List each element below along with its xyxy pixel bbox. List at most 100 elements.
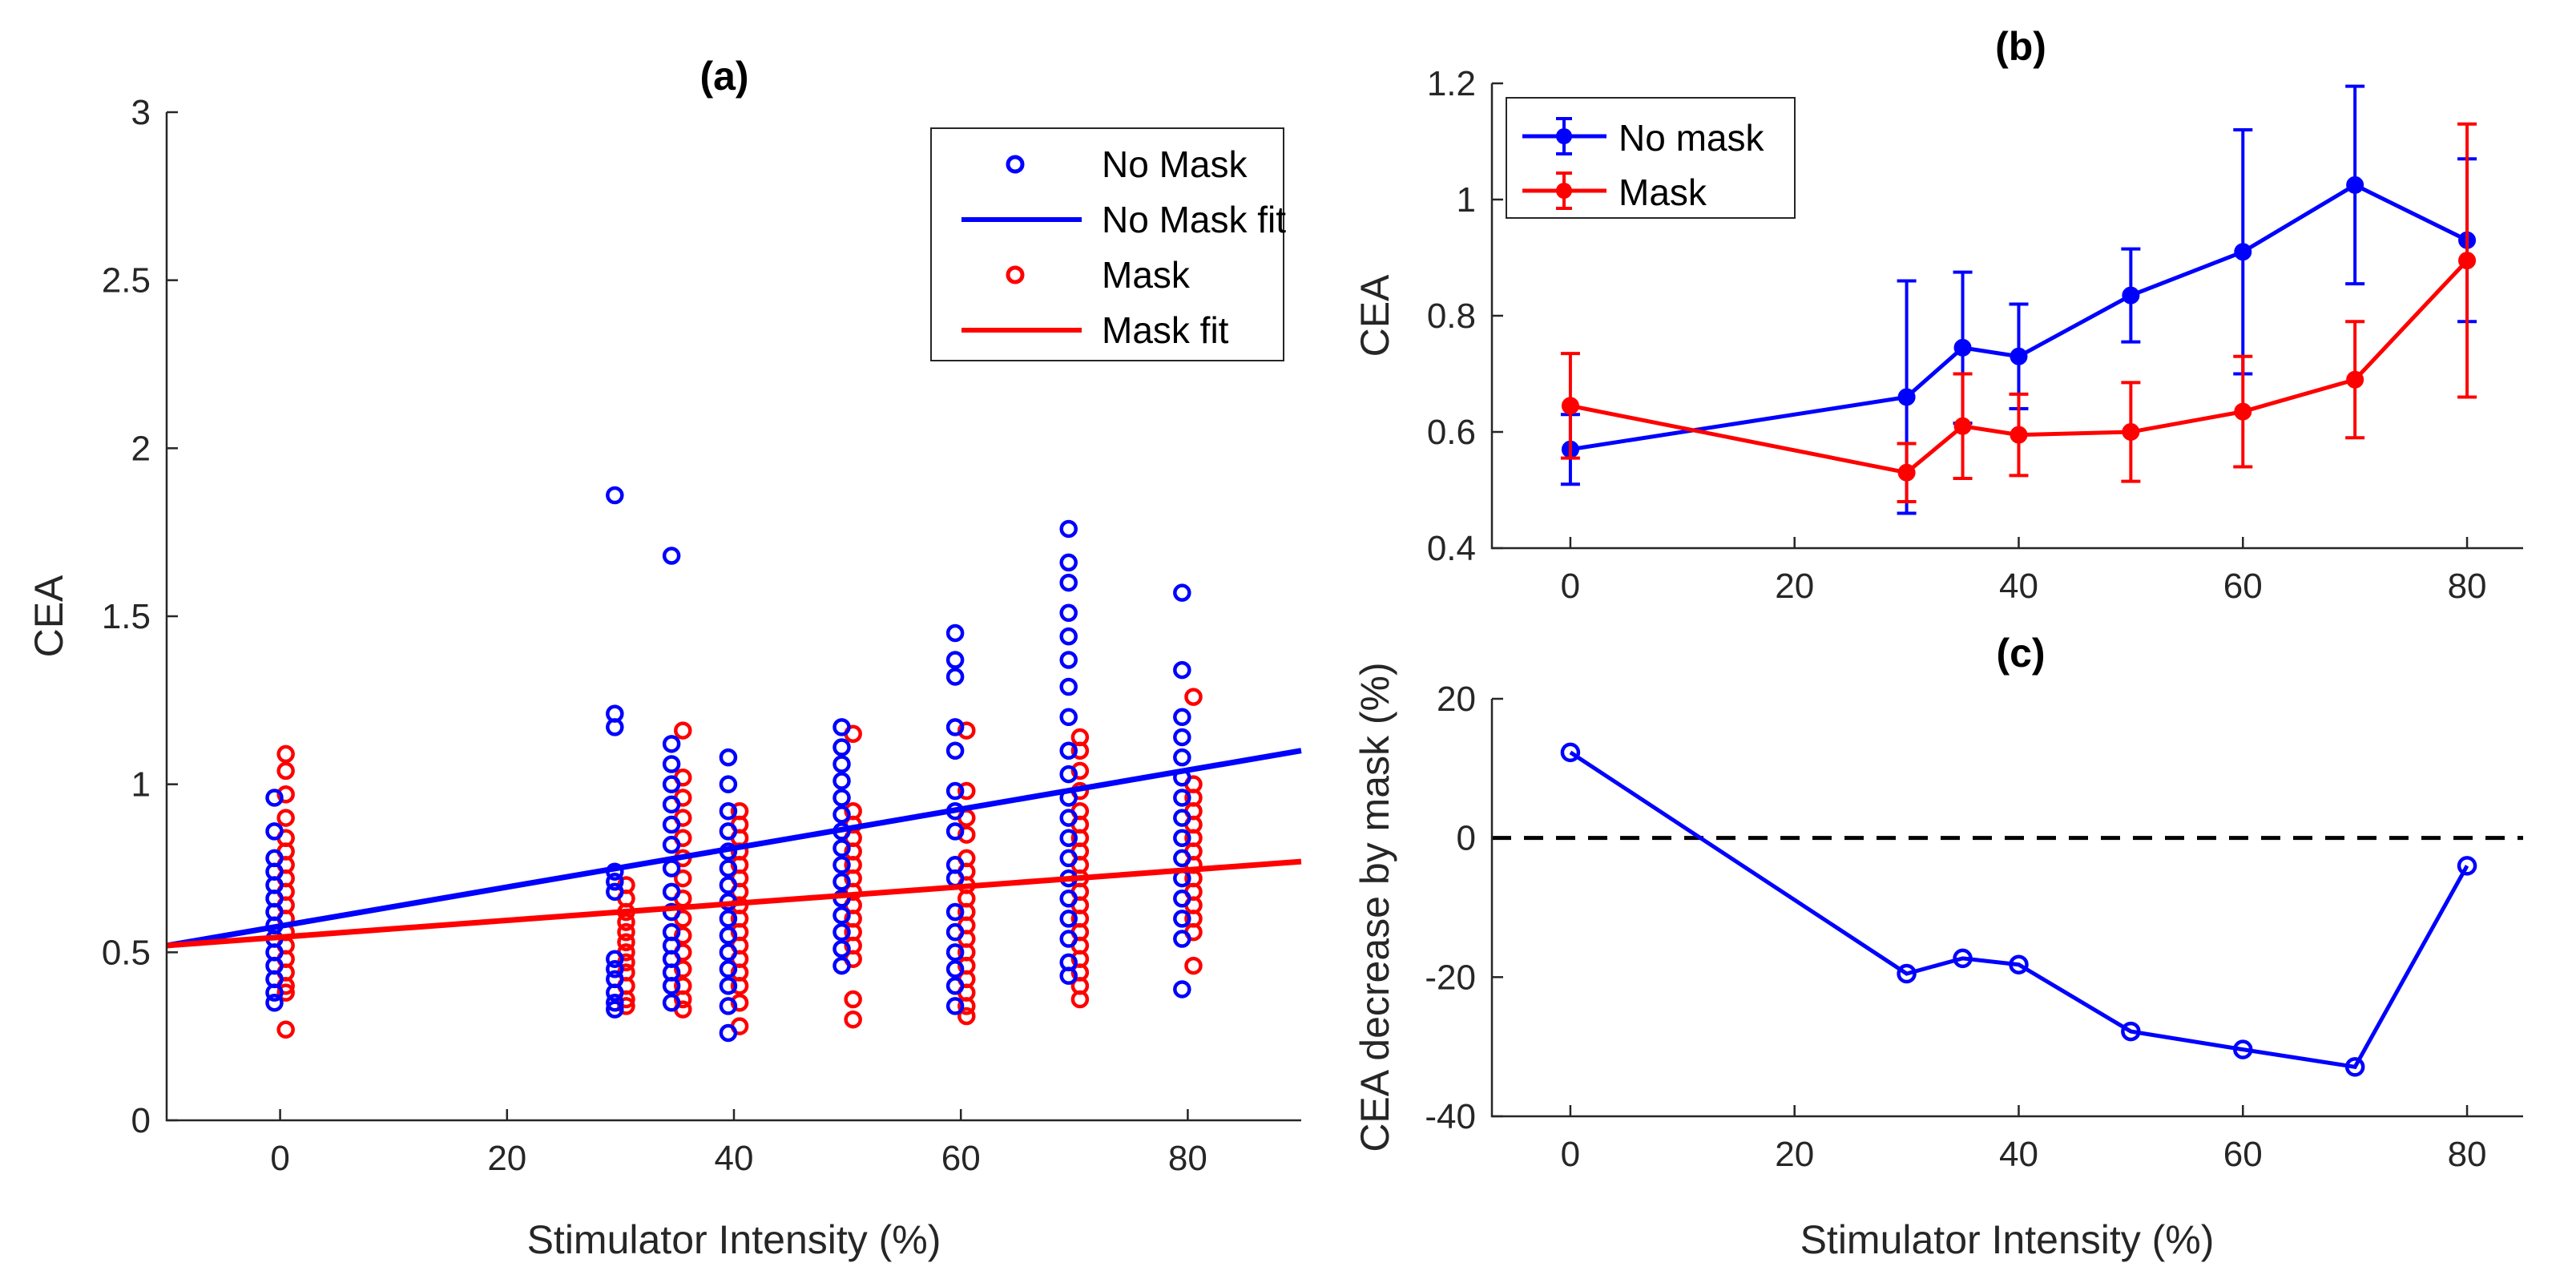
panel-b-ytick-label: 0.6 — [1427, 413, 1476, 452]
no-mask-data-point — [606, 950, 624, 968]
panel-b-mask-point — [2234, 402, 2252, 421]
panel-a-ytick-label: 2 — [131, 429, 151, 468]
panel-c-xtick-label: 40 — [1999, 1135, 2038, 1174]
panel-a-ticks: 0 20 40 60 80 0 0.5 1 1.5 2 2.5 3 — [102, 93, 1207, 1178]
mask-data-point — [1070, 990, 1090, 1009]
mask-data-point — [276, 761, 295, 781]
no-mask-data-point — [719, 997, 738, 1015]
mask-data-point — [617, 997, 635, 1015]
panel-c-point — [1897, 963, 1917, 984]
no-mask-data-point — [1173, 728, 1191, 747]
panel-c: (c) 0 20 40 60 80 -40 -20 0 20 Stimulator Intens… — [1353, 631, 2523, 1262]
no-mask-data-point — [1173, 789, 1191, 807]
panel-a-ytick-label: 2.5 — [102, 261, 151, 301]
no-mask-data-point — [719, 876, 738, 894]
no-mask-data-point — [1059, 966, 1078, 985]
panel-a-xtick-label: 40 — [715, 1139, 754, 1178]
no-mask-data-point — [662, 795, 681, 814]
mask-data-point — [957, 721, 976, 740]
no-mask-data-point — [606, 960, 624, 978]
panel-b-ytick-label: 1.2 — [1427, 64, 1476, 103]
mask-data-point — [617, 913, 635, 931]
panel-a-no-mask-fit-line — [166, 748, 1302, 949]
no-mask-data-point — [662, 882, 681, 902]
no-mask-data-point — [1059, 627, 1078, 646]
no-mask-data-point — [945, 822, 965, 841]
panel-a-mask-points — [276, 688, 1203, 1039]
panel-b-axes — [1490, 83, 2523, 550]
legend-b-mask-label: Mask — [1619, 171, 1707, 213]
panel-a-legend: No Mask No Mask fit Mask Mask fit — [930, 127, 1286, 361]
panel-b-ytick-label: 0.4 — [1427, 529, 1476, 568]
no-mask-data-point — [1059, 889, 1078, 908]
panel-b-title: (b) — [1995, 24, 2046, 69]
mask-data-point — [276, 809, 295, 827]
mask-data-point — [844, 1010, 862, 1029]
no-mask-data-point — [832, 873, 851, 891]
mask-data-point — [674, 869, 692, 888]
mask-data-point — [957, 781, 976, 801]
panel-c-point — [1560, 742, 1581, 763]
no-mask-data-point — [1173, 829, 1191, 848]
no-mask-data-point — [1173, 849, 1191, 868]
legend-no-mask-label: No Mask — [1102, 143, 1248, 185]
panel-b-no-mask-point — [2122, 286, 2140, 305]
no-mask-data-point — [719, 859, 738, 878]
no-mask-data-point — [832, 789, 851, 807]
no-mask-data-point — [1059, 651, 1078, 669]
mask-data-point — [276, 1020, 295, 1039]
no-mask-data-point — [832, 738, 851, 756]
mask-data-point — [730, 977, 749, 995]
no-mask-data-point — [1059, 677, 1078, 696]
no-mask-data-point — [1059, 809, 1078, 827]
no-mask-data-point — [265, 789, 284, 807]
no-mask-data-point — [1059, 708, 1078, 727]
panel-b-mask-point — [2346, 370, 2364, 389]
panel-a-xtick-label: 20 — [487, 1139, 526, 1178]
mask-data-point — [674, 721, 692, 740]
no-mask-data-point — [945, 623, 965, 643]
no-mask-data-point — [662, 735, 681, 753]
panel-a-title: (a) — [699, 54, 748, 99]
panel-c-point — [2009, 954, 2029, 974]
no-mask-data-point — [1173, 660, 1191, 680]
no-mask-data-point — [945, 718, 965, 736]
panel-b-mask-line — [1570, 259, 2469, 475]
no-mask-data-point — [719, 822, 738, 841]
mask-data-point — [1184, 956, 1203, 975]
no-mask-data-point — [606, 983, 624, 1002]
panel-b-mask-point — [1953, 417, 1972, 435]
panel-c-line — [1569, 750, 2469, 1070]
no-mask-data-point — [1059, 573, 1078, 592]
panel-b-no-mask-point — [1897, 388, 1916, 406]
no-mask-data-point — [945, 668, 965, 686]
no-mask-data-point — [265, 993, 284, 1012]
panel-b-xtick-label: 0 — [1561, 567, 1580, 606]
no-mask-data-point — [832, 922, 851, 942]
mask-data-point — [957, 997, 976, 1015]
panel-b-mask-point — [1897, 463, 1916, 482]
no-mask-data-point — [606, 993, 624, 1012]
mask-data-point — [1184, 688, 1203, 706]
legend-b-point — [1556, 183, 1572, 199]
panel-b-mask-point — [1561, 397, 1579, 415]
legend-mask-marker — [1006, 265, 1025, 284]
panel-b-legend-box — [1506, 97, 1796, 219]
no-mask-data-point — [662, 547, 681, 565]
no-mask-data-point — [1173, 809, 1191, 827]
no-mask-data-point — [1059, 741, 1078, 760]
no-mask-data-point — [832, 856, 851, 874]
panel-b-no-mask-point — [2010, 347, 2028, 365]
mask-data-point — [617, 933, 635, 952]
panel-a-xtick-label: 60 — [941, 1139, 981, 1178]
mask-data-point — [674, 926, 692, 945]
panel-a-ytick-label: 1 — [131, 765, 151, 805]
panel-a-ytick-label: 1.5 — [102, 597, 151, 636]
mask-data-point — [1070, 741, 1090, 760]
panel-c-ticks: 0 20 40 60 80 -40 -20 0 20 — [1425, 680, 2486, 1174]
legend-no-mask-marker — [1006, 155, 1025, 174]
panel-b-mask-point — [2458, 252, 2477, 270]
panel-b-no-mask-point — [2234, 243, 2252, 261]
no-mask-data-point — [719, 1023, 738, 1043]
panel-b-no-mask-line — [1570, 183, 2469, 452]
